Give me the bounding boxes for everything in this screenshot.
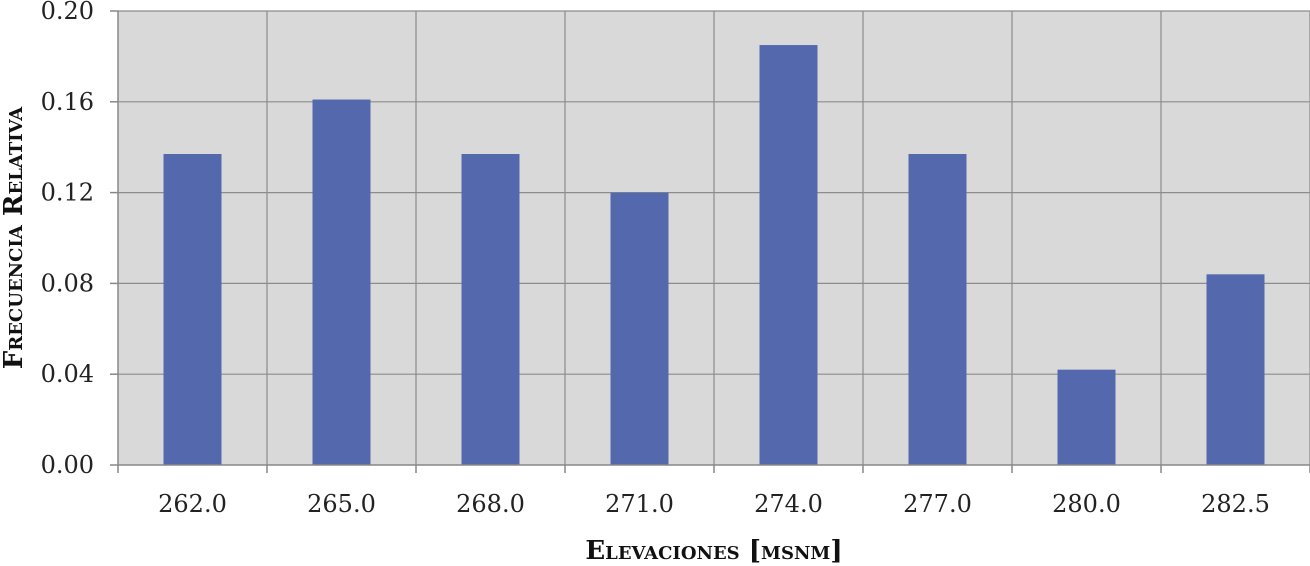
bar: [610, 192, 669, 465]
x-axis-ticks: 262.0 265.0 268.0 271.0 274.0 277.0 280.0 282.5: [117, 465, 1310, 518]
x-tick-label: 277.0: [903, 490, 972, 518]
x-tick-label: 280.0: [1052, 490, 1121, 518]
x-tick-label: 271.0: [605, 490, 674, 518]
bars: [163, 45, 1265, 466]
bar: [312, 99, 371, 465]
y-tick-label: 0.00: [41, 451, 94, 479]
y-axis-ticks: 0.00 0.04 0.08 0.12 0.16 0.20: [41, 0, 118, 479]
bar: [461, 154, 520, 465]
bar: [163, 154, 222, 465]
x-axis-title: Elevaciones [msnm]: [585, 536, 842, 566]
bar: [1057, 369, 1116, 465]
x-tick-label: 262.0: [158, 490, 227, 518]
x-tick-label: 265.0: [307, 490, 376, 518]
x-tick-label: 282.5: [1201, 490, 1270, 518]
bar: [908, 154, 967, 465]
bar: [759, 45, 818, 466]
y-tick-label: 0.08: [41, 269, 94, 297]
y-axis-title: Frecuencia Relativa: [0, 106, 29, 369]
y-tick-label: 0.20: [41, 0, 94, 25]
bar: [1206, 274, 1265, 465]
y-tick-label: 0.04: [41, 360, 94, 388]
x-tick-label: 274.0: [754, 490, 823, 518]
x-tick-label: 268.0: [456, 490, 525, 518]
y-tick-label: 0.16: [41, 88, 94, 116]
y-tick-label: 0.12: [41, 179, 94, 207]
